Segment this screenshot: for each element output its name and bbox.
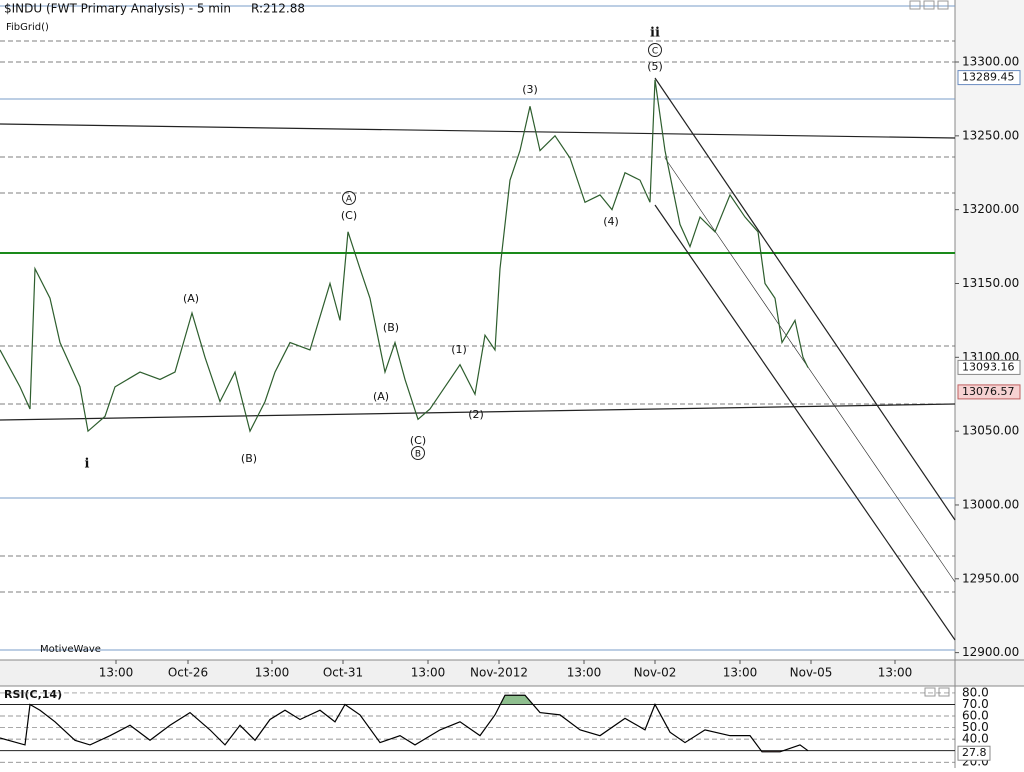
y-tick-label: 13150.00 (962, 276, 1019, 290)
y-tick-label: 12950.00 (962, 571, 1019, 585)
channel-line (664, 157, 956, 583)
value-marker (957, 745, 991, 761)
price-marker-label: 13093.16 (962, 360, 1015, 373)
toolbar-button[interactable] (923, 0, 935, 10)
channel-line (654, 204, 956, 641)
y-tick-label: 70.0 (962, 697, 989, 711)
wave-label: i (85, 457, 90, 472)
trend-line (0, 123, 956, 139)
trend-line (0, 403, 956, 421)
wave-label: C (652, 47, 658, 57)
toolbar[interactable] (909, 0, 950, 697)
y-tick-label: 13200.00 (962, 202, 1019, 216)
price-marker (957, 70, 1021, 86)
channel-line (654, 77, 956, 521)
x-tick-label: 13:00 (411, 666, 446, 680)
x-tick-label: 13:00 (878, 666, 913, 680)
x-tick-label: Oct-26 (168, 666, 208, 680)
price-axis (955, 0, 1024, 686)
wave-label: (4) (603, 215, 619, 228)
overbought-fill (500, 695, 534, 705)
wave-label: (C) (341, 209, 357, 222)
x-tick-label: Oct-31 (323, 666, 363, 680)
x-tick-label: Nov-02 (634, 666, 677, 680)
wave-label: B (415, 450, 421, 460)
data-line (0, 79, 809, 433)
study-label: FibGrid() (6, 22, 49, 33)
x-tick-label: 13:00 (255, 666, 290, 680)
readout: R:212.88 (251, 2, 305, 16)
wave-label: (C) (410, 434, 426, 447)
y-tick-label: 13300.00 (962, 55, 1019, 69)
price-marker (957, 359, 1021, 375)
x-tick-label: Nov-05 (790, 666, 833, 680)
price-marker-label: 13289.45 (962, 71, 1015, 84)
toolbar-button[interactable] (937, 0, 949, 10)
wave-label: (5) (647, 60, 663, 73)
y-tick-label: 13250.00 (962, 128, 1019, 142)
wave-label: A (346, 195, 353, 205)
value-marker-label: 27.8 (962, 746, 987, 759)
data-line (0, 694, 809, 753)
time-axis (0, 660, 1024, 686)
y-tick-label: 13000.00 (962, 497, 1019, 511)
x-tick-label: Nov-2012 (470, 666, 528, 680)
y-tick-label: 60.0 (962, 709, 989, 723)
price-marker (957, 384, 1021, 400)
toolbar-button[interactable] (909, 0, 921, 10)
y-tick-label: 40.0 (962, 732, 989, 746)
y-tick-label: 50.0 (962, 720, 989, 734)
wave-label: (B) (383, 321, 399, 334)
rsi-title: RSI(C,14) (4, 688, 62, 701)
wave-circle (342, 191, 356, 205)
y-tick-label: 12900.00 (962, 645, 1019, 659)
x-tick-label: 13:00 (99, 666, 134, 680)
wave-label: (A) (183, 292, 199, 305)
wave-label: (3) (522, 83, 538, 96)
toolbar-button[interactable] (924, 687, 936, 697)
wave-label: (1) (451, 343, 467, 356)
x-tick-label: 13:00 (567, 666, 602, 680)
x-tick-label: 13:00 (723, 666, 758, 680)
toolbar-button[interactable] (938, 687, 950, 697)
y-tick-label: 13050.00 (962, 424, 1019, 438)
wave-label: (A) (373, 390, 389, 403)
chart-title: $INDU (FWT Primary Analysis) - 5 min (4, 2, 231, 16)
trend-lines (0, 77, 956, 641)
price-marker-label: 13076.57 (962, 385, 1015, 398)
y-tick-label: 80.0 (962, 685, 989, 699)
footer: MotiveWave (40, 644, 101, 655)
wave-label: (B) (241, 452, 257, 465)
wave-label: ii (650, 26, 660, 41)
wave-label: (2) (468, 408, 484, 421)
wave-circle (411, 446, 425, 460)
wave-circle (648, 43, 662, 57)
fib-blue (0, 5, 955, 651)
fib-grid (0, 40, 955, 593)
